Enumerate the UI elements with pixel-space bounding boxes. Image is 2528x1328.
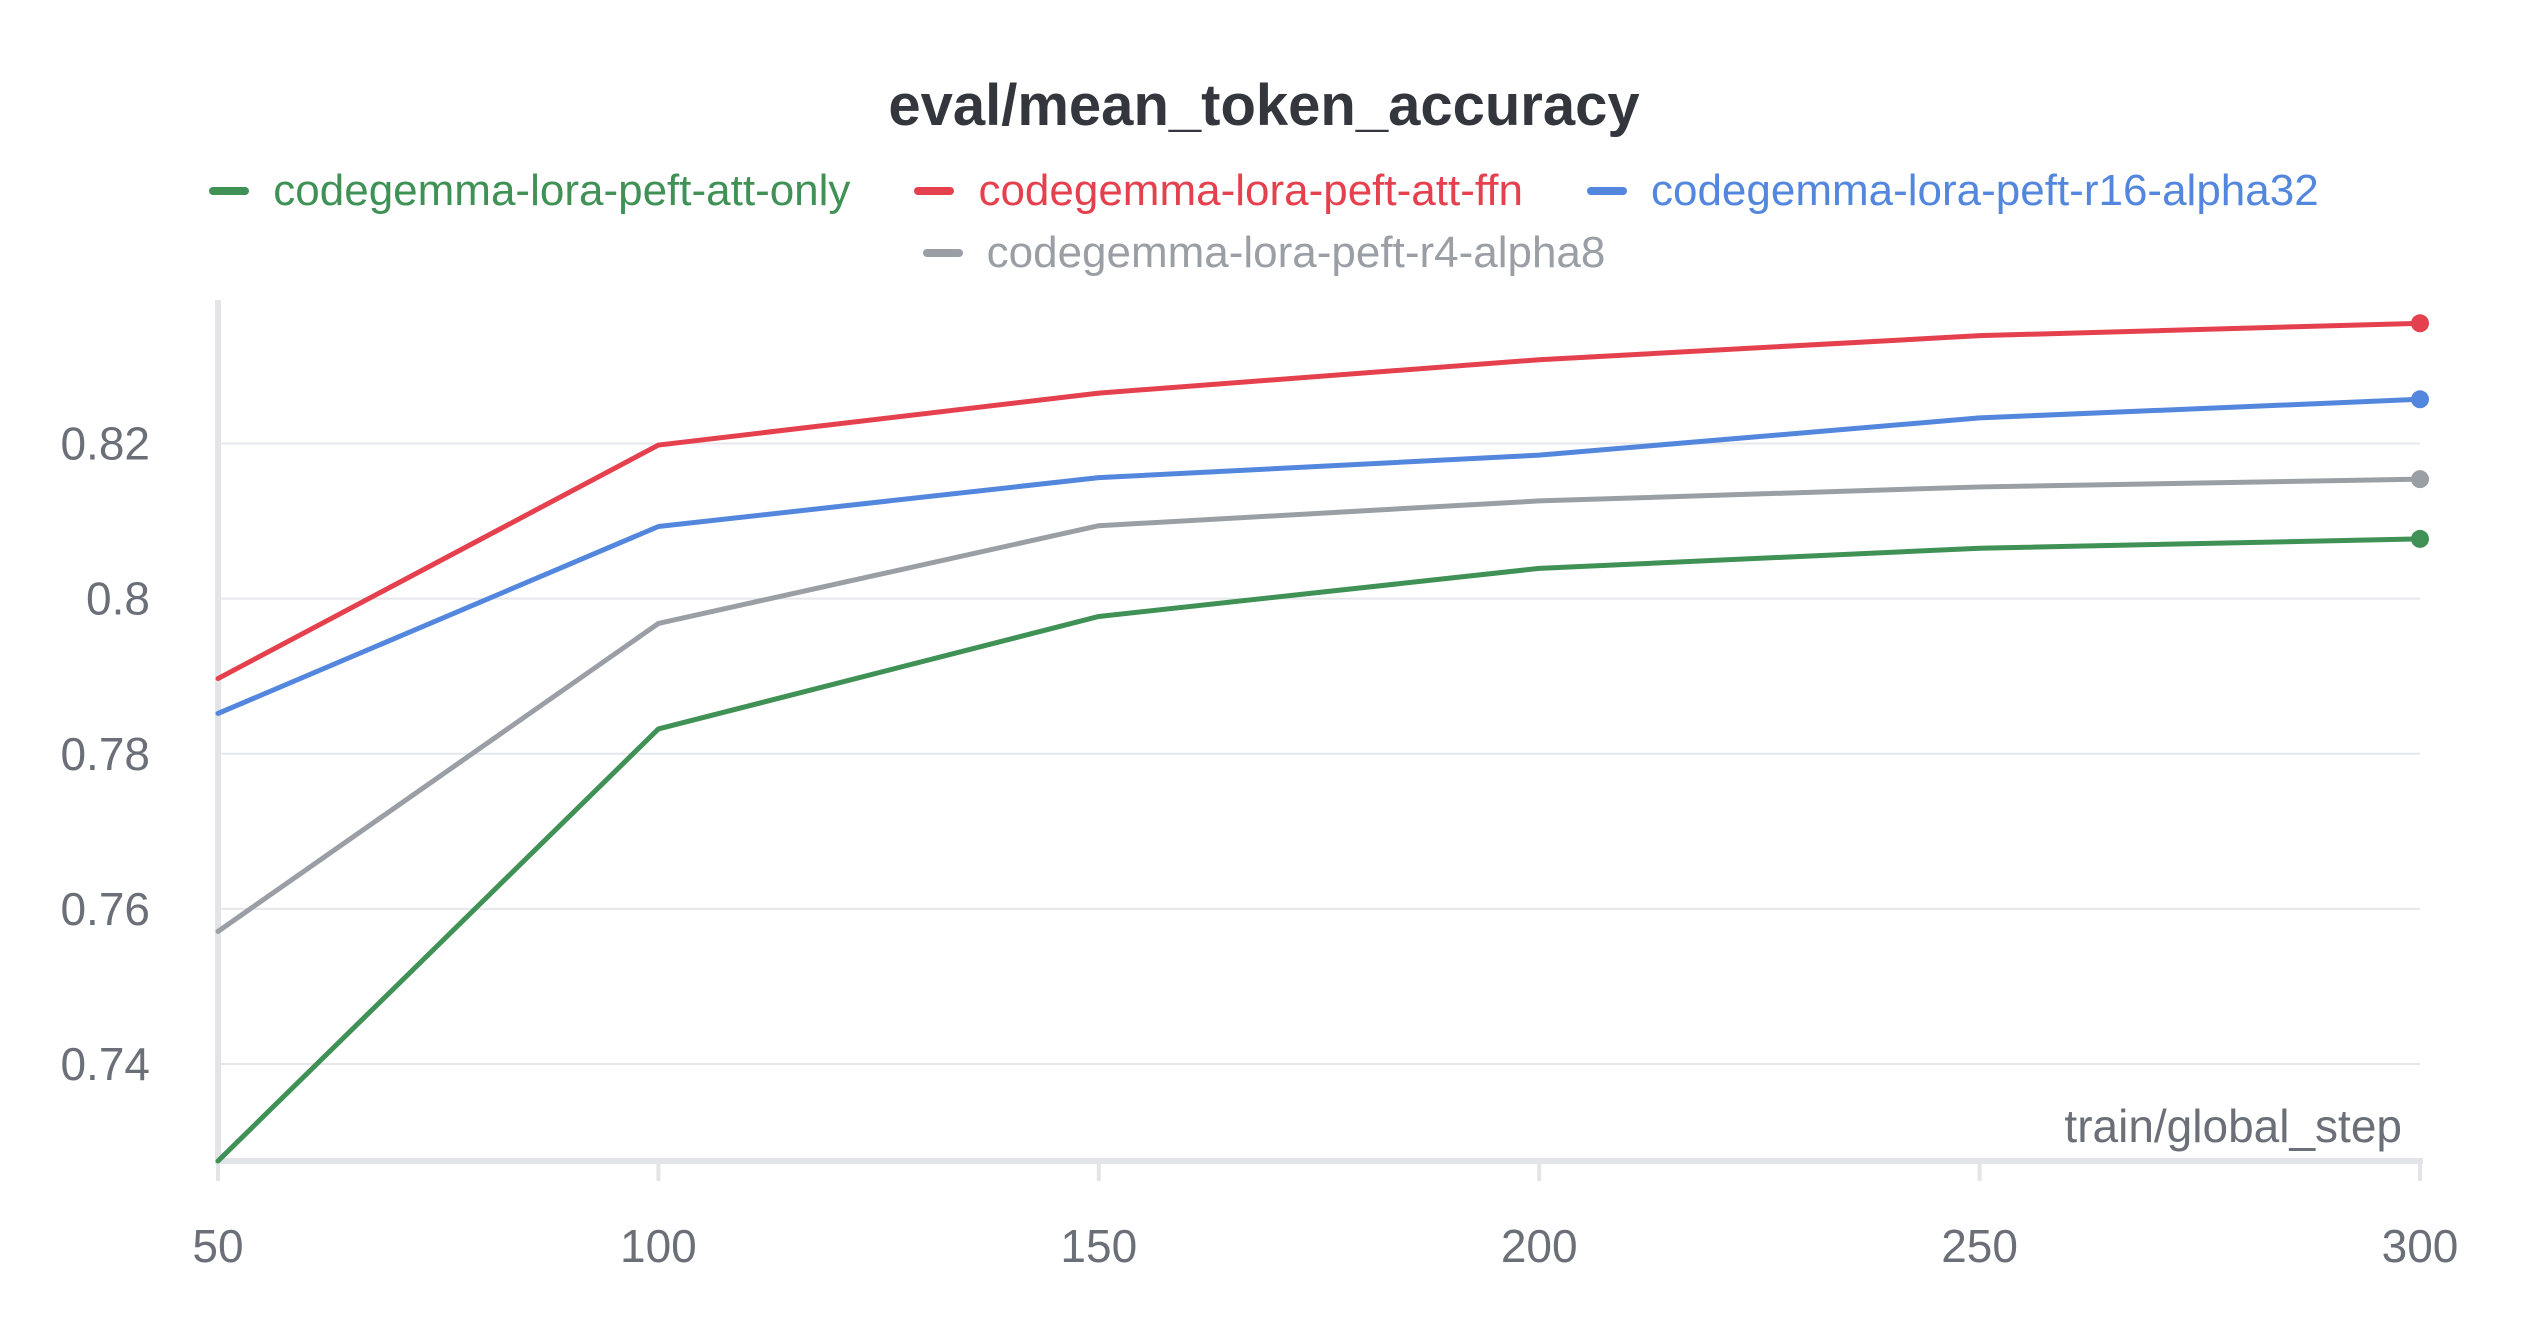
y-tick-label: 0.8 xyxy=(86,573,150,625)
series-line xyxy=(215,536,2423,1164)
legend-item-att-ffn[interactable]: codegemma-lora-peft-att-ffn xyxy=(914,166,1523,216)
y-tick-label: 0.82 xyxy=(60,418,150,470)
legend-label: codegemma-lora-peft-r4-alpha8 xyxy=(986,228,1606,277)
y-tick-label: 0.78 xyxy=(60,728,150,780)
legend-swatch xyxy=(209,187,250,195)
x-tick-label: 200 xyxy=(1501,1220,1578,1272)
series-line xyxy=(215,476,2423,934)
x-tick-label: 300 xyxy=(2382,1220,2459,1272)
series-end-point xyxy=(2411,529,2429,548)
tick-labels: 0.74 0.76 0.78 0.8 0.82 50 100 150 200 250 300 xyxy=(60,418,2458,1273)
y-tick-label: 0.74 xyxy=(60,1038,150,1090)
series-end-point xyxy=(2411,470,2429,489)
legend-swatch xyxy=(922,249,963,257)
x-tick-label: 100 xyxy=(620,1220,697,1272)
grid xyxy=(218,442,2420,1066)
chart-title: eval/mean_token_accuracy xyxy=(888,73,1640,138)
series-end-point xyxy=(2411,390,2429,409)
legend-swatch xyxy=(914,187,955,195)
series-line xyxy=(215,320,2423,682)
y-tick-label: 0.76 xyxy=(60,883,150,935)
x-axis-title: train/global_step xyxy=(2064,1100,2402,1152)
series-line xyxy=(215,396,2423,716)
series-end-point xyxy=(2411,314,2429,333)
legend-label: codegemma-lora-peft-r16-alpha32 xyxy=(1650,166,2319,215)
legend-item-att-only[interactable]: codegemma-lora-peft-att-only xyxy=(209,166,850,216)
legend-item-r16-alpha32[interactable]: codegemma-lora-peft-r16-alpha32 xyxy=(1586,166,2319,216)
legend-label: codegemma-lora-peft-att-only xyxy=(273,166,851,215)
legend-item-r4-alpha8[interactable]: codegemma-lora-peft-r4-alpha8 xyxy=(922,228,1606,278)
x-tick-label: 250 xyxy=(1941,1220,2018,1272)
x-tick-label: 150 xyxy=(1060,1220,1137,1272)
legend: codegemma-lora-peft-att-only codegemma-l… xyxy=(0,166,2528,216)
legend-swatch xyxy=(1586,187,1627,195)
x-tick-label: 50 xyxy=(192,1220,243,1272)
axes xyxy=(215,300,2423,1181)
series xyxy=(215,314,2429,1164)
legend-label: codegemma-lora-peft-att-ffn xyxy=(978,166,1523,215)
legend-row-2: codegemma-lora-peft-r4-alpha8 xyxy=(0,228,2528,278)
